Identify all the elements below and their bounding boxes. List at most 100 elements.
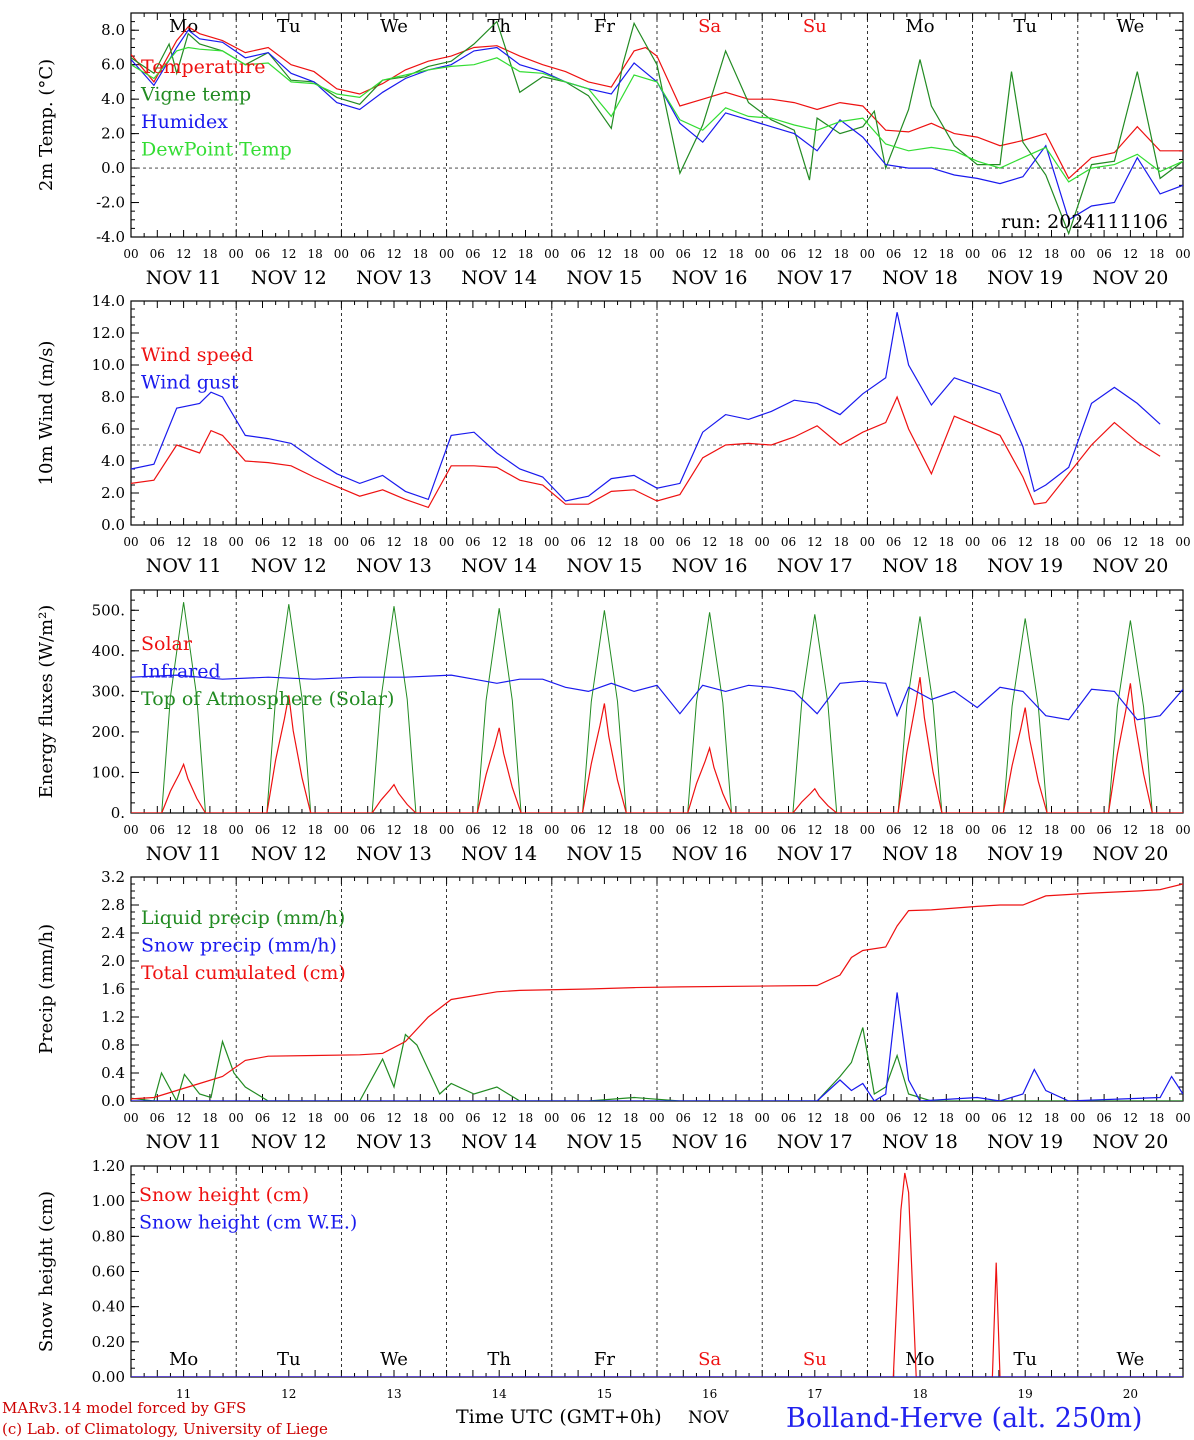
series-line-3 bbox=[131, 883, 1183, 1100]
bottom-day-label: 16 bbox=[702, 1387, 717, 1401]
y-axis-label: 10m Wind (m/s) bbox=[36, 341, 57, 486]
hour-label: 06 bbox=[676, 247, 691, 261]
hour-label: 00 bbox=[860, 1111, 875, 1125]
model-credit: MARv3.14 model forced by GFS bbox=[2, 1399, 246, 1417]
hour-label: 06 bbox=[150, 247, 165, 261]
hour-label: 06 bbox=[255, 535, 270, 549]
date-label: NOV 20 bbox=[1092, 843, 1168, 865]
date-label: NOV 15 bbox=[566, 267, 642, 289]
hour-label: 00 bbox=[334, 247, 349, 261]
hour-label: 18 bbox=[623, 1111, 638, 1125]
hour-label: 18 bbox=[413, 535, 428, 549]
y-tick-label: 0.0 bbox=[101, 159, 125, 177]
date-label: NOV 19 bbox=[987, 555, 1063, 577]
day-of-week-label: Su bbox=[803, 1349, 827, 1370]
hour-label: 18 bbox=[1044, 247, 1059, 261]
legend-entry: Wind gust bbox=[141, 372, 239, 394]
hour-label: 12 bbox=[807, 1111, 822, 1125]
y-tick-label: 8.0 bbox=[101, 21, 125, 39]
hour-label: 06 bbox=[886, 535, 901, 549]
hour-label: 06 bbox=[676, 1111, 691, 1125]
hour-label: 06 bbox=[465, 535, 480, 549]
hour-label: 18 bbox=[413, 247, 428, 261]
hour-label: 18 bbox=[1149, 1111, 1164, 1125]
series-line-3 bbox=[131, 29, 1183, 221]
hour-label: 12 bbox=[702, 535, 717, 549]
date-label: NOV 12 bbox=[251, 555, 327, 577]
hour-label: 18 bbox=[307, 247, 322, 261]
toa-solar-line bbox=[131, 602, 1183, 813]
hour-label: 00 bbox=[439, 823, 454, 837]
hour-label: 06 bbox=[886, 247, 901, 261]
hour-label: 18 bbox=[1149, 247, 1164, 261]
hour-label: 12 bbox=[1123, 823, 1138, 837]
hour-label: 12 bbox=[807, 823, 822, 837]
date-label: NOV 13 bbox=[356, 555, 432, 577]
hour-label: 12 bbox=[176, 823, 191, 837]
hour-label: 18 bbox=[518, 823, 533, 837]
hour-label: 00 bbox=[1070, 823, 1085, 837]
hour-label: 00 bbox=[755, 535, 770, 549]
bottom-day-label: 15 bbox=[597, 1387, 612, 1401]
y-tick-label: 0.8 bbox=[101, 1036, 125, 1054]
plot-area bbox=[131, 602, 1183, 813]
hour-label: 12 bbox=[702, 823, 717, 837]
y-tick-label: 0.60 bbox=[92, 1263, 125, 1281]
hour-label: 18 bbox=[623, 823, 638, 837]
hour-label: 18 bbox=[1044, 1111, 1059, 1125]
legend-entry: Total cumulated (cm) bbox=[141, 962, 346, 984]
hour-label: 00 bbox=[439, 1111, 454, 1125]
hour-label: 12 bbox=[386, 1111, 401, 1125]
series-line-1 bbox=[131, 1027, 1183, 1101]
date-label: NOV 12 bbox=[251, 267, 327, 289]
series-line-2 bbox=[131, 312, 1161, 502]
panel-3: 500. 400. 300. 200. 100. 0. Energy fluxes (W/m… bbox=[36, 589, 1191, 865]
series-line-1 bbox=[131, 395, 1161, 509]
bottom-day-label: 11 bbox=[176, 1387, 191, 1401]
hour-label: 06 bbox=[360, 1111, 375, 1125]
y-tick-label: 3.2 bbox=[101, 868, 125, 886]
legend-entry: Vigne temp bbox=[140, 84, 251, 106]
hour-label: 00 bbox=[439, 247, 454, 261]
hour-label: 18 bbox=[728, 535, 743, 549]
y-tick-label: 4.0 bbox=[101, 452, 125, 470]
date-label: NOV 20 bbox=[1092, 1131, 1168, 1153]
hour-label: 18 bbox=[202, 1111, 217, 1125]
hour-label: 06 bbox=[360, 247, 375, 261]
y-tick-label: 300. bbox=[92, 682, 125, 700]
hour-label: 06 bbox=[570, 535, 585, 549]
legend-entry: Snow precip (mm/h) bbox=[141, 935, 337, 957]
y-axis-label: Energy fluxes (W/m²) bbox=[36, 605, 57, 799]
hour-label: 18 bbox=[518, 1111, 533, 1125]
day-of-week-label: We bbox=[1117, 1349, 1145, 1370]
hour-label: 12 bbox=[912, 247, 927, 261]
date-label: NOV 16 bbox=[672, 555, 748, 577]
hour-label: 18 bbox=[728, 823, 743, 837]
legend-entry: Snow height (cm) bbox=[139, 1184, 309, 1206]
hour-label: 12 bbox=[597, 247, 612, 261]
date-label: NOV 12 bbox=[251, 1131, 327, 1153]
day-of-week-label: We bbox=[1117, 16, 1145, 37]
lab-credit: (c) Lab. of Climatology, University of L… bbox=[2, 1420, 328, 1438]
hour-label: 06 bbox=[255, 247, 270, 261]
date-label: NOV 13 bbox=[356, 1131, 432, 1153]
date-label: NOV 19 bbox=[987, 267, 1063, 289]
hour-label: 06 bbox=[991, 535, 1006, 549]
day-of-week-label: Fr bbox=[594, 16, 615, 37]
bottom-day-label: 19 bbox=[1018, 1387, 1033, 1401]
date-label: NOV 11 bbox=[146, 267, 222, 289]
day-of-week-label: Mo bbox=[905, 16, 934, 37]
hour-label: 00 bbox=[544, 823, 559, 837]
hour-label: 00 bbox=[334, 535, 349, 549]
hour-label: 18 bbox=[833, 1111, 848, 1125]
y-tick-label: 500. bbox=[92, 601, 125, 619]
hour-label: 06 bbox=[781, 823, 796, 837]
y-axis-label: Precip (mm/h) bbox=[36, 924, 57, 1054]
hour-label: 12 bbox=[281, 1111, 296, 1125]
hour-label: 00 bbox=[965, 823, 980, 837]
date-label: NOV 18 bbox=[882, 843, 958, 865]
date-label: NOV 14 bbox=[461, 555, 537, 577]
hour-label: 18 bbox=[833, 535, 848, 549]
hour-label: 06 bbox=[781, 247, 796, 261]
hour-label: 00 bbox=[229, 247, 244, 261]
